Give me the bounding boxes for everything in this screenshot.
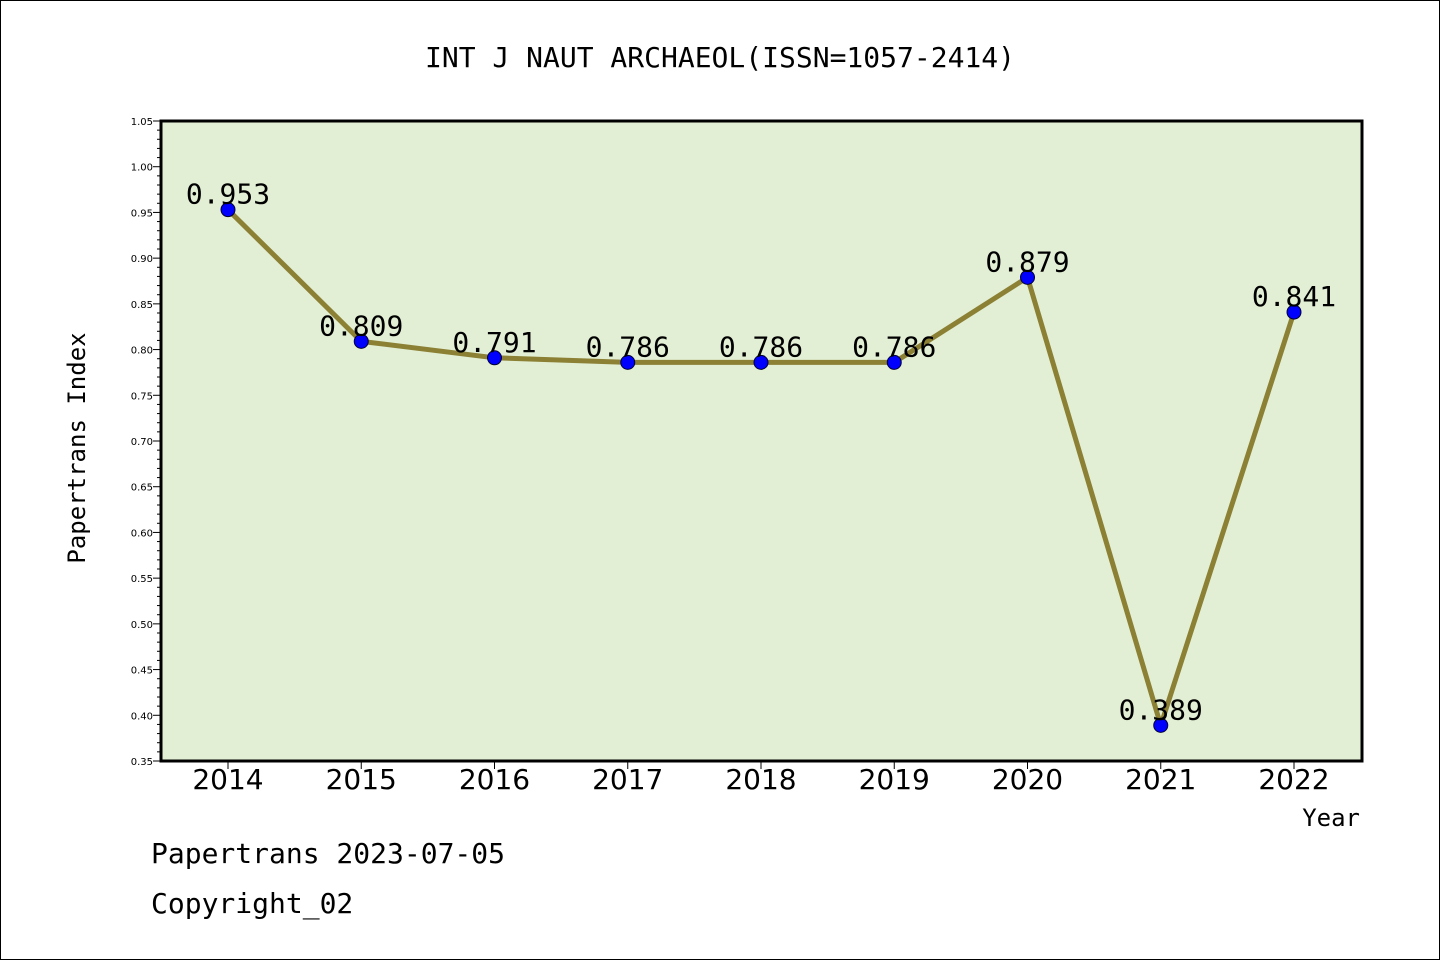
y-tick-label: 1.00 [131, 163, 153, 174]
x-tick-label: 2018 [725, 763, 796, 796]
y-tick-label: 0.95 [131, 208, 153, 219]
data-label: 0.953 [186, 178, 270, 211]
x-tick-label: 2014 [192, 763, 263, 796]
data-label: 0.786 [719, 330, 803, 363]
footer-copyright-text: Copyright_02 [151, 887, 354, 920]
data-point [1020, 269, 1035, 285]
series-group [220, 202, 1302, 733]
plot-border [159, 119, 1364, 763]
y-tick-label: 0.50 [131, 620, 153, 631]
x-tick-label: 2016 [459, 763, 530, 796]
y-tick-label: 1.05 [131, 117, 153, 128]
y-tick-label: 0.90 [131, 254, 153, 265]
x-axis-ticks: 2014 2015 2016 2017 2018 2019 2020 2021 2022 [192, 761, 1330, 796]
x-tick-label: 2021 [1125, 763, 1196, 796]
data-label: 0.791 [452, 326, 536, 359]
y-axis-ticks: 0.35 0.40 0.45 0.50 0.55 0.60 0.65 0.70 0.75 0.80… [131, 117, 161, 768]
y-axis-title: Papertrans Index [63, 332, 91, 563]
data-label: 0.841 [1252, 280, 1336, 313]
y-tick-label: 0.55 [131, 574, 153, 585]
x-tick-label: 2019 [859, 763, 930, 796]
data-point [620, 354, 636, 370]
data-point [1286, 304, 1302, 320]
x-tick-label: 2022 [1258, 763, 1329, 796]
footer-date-text: Papertrans 2023-07-05 [151, 837, 506, 870]
data-point [753, 354, 769, 370]
chart-title: INT J NAUT ARCHAEOL(ISSN=1057-2414) [425, 41, 1015, 74]
data-point [353, 333, 369, 349]
y-tick-label: 0.60 [131, 528, 153, 539]
data-label: 0.809 [319, 309, 403, 342]
data-label: 0.389 [1119, 693, 1203, 726]
x-axis-title: Year [1302, 804, 1360, 832]
y-tick-label: 0.35 [131, 757, 153, 768]
y-tick-label: 0.45 [131, 666, 153, 677]
data-label: 0.786 [586, 330, 670, 363]
data-point [886, 354, 902, 370]
data-labels-group: 0.953 0.809 0.791 0.786 0.786 0.786 0.879 0.389… [186, 178, 1336, 727]
x-tick-label: 2020 [992, 763, 1063, 796]
data-label: 0.786 [852, 330, 936, 363]
y-tick-label: 0.85 [131, 300, 153, 311]
data-label: 0.879 [985, 245, 1069, 278]
y-tick-label: 0.75 [131, 391, 153, 402]
y-tick-label: 0.80 [131, 346, 153, 357]
data-point [220, 202, 236, 218]
y-tick-label: 0.65 [131, 483, 153, 494]
data-point [487, 350, 502, 366]
y-tick-label: 0.70 [131, 437, 153, 448]
plot-area [161, 121, 1362, 761]
x-tick-label: 2015 [326, 763, 397, 796]
data-point [1153, 717, 1169, 733]
y-tick-label: 0.40 [131, 711, 153, 722]
x-tick-label: 2017 [592, 763, 663, 796]
